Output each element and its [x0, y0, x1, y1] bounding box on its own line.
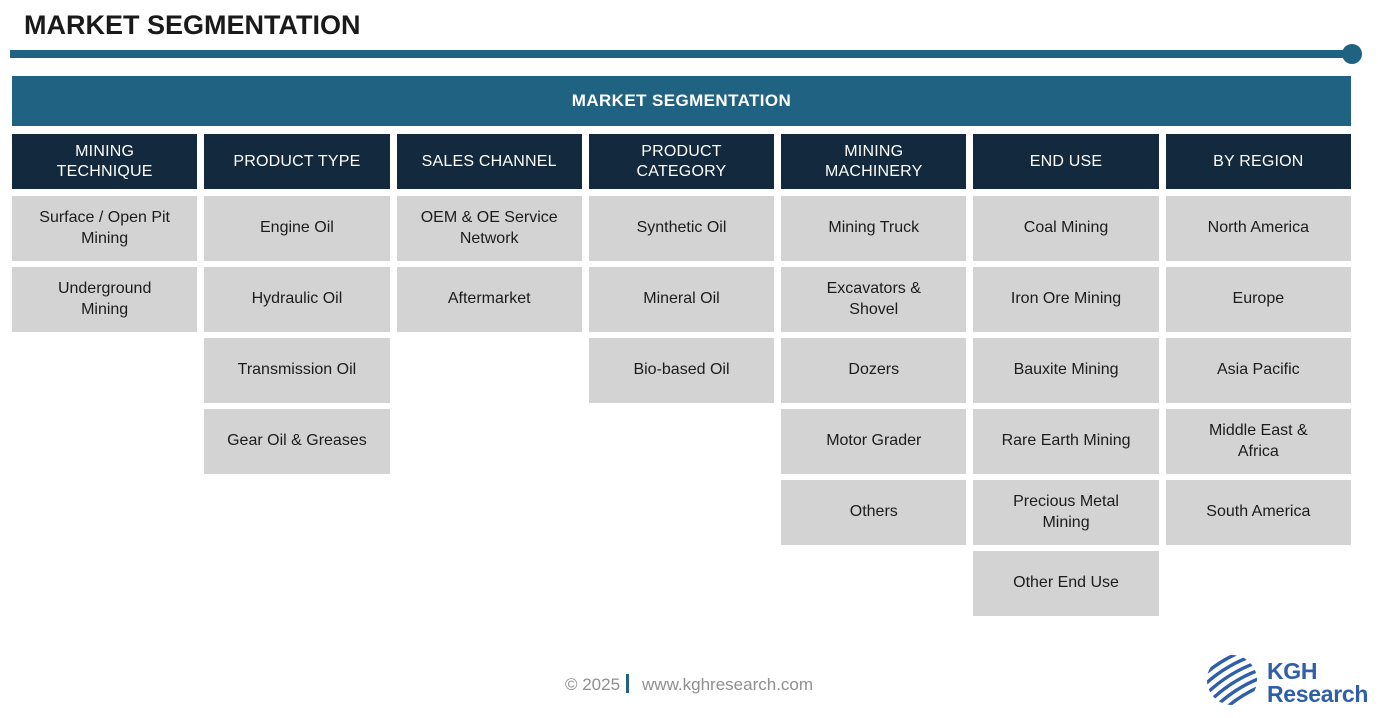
segment-cell: North America [1165, 196, 1351, 261]
footer-separator [626, 674, 630, 693]
copyright-text: © 2025 [564, 675, 621, 694]
underline-dot [1342, 44, 1362, 64]
segmentation-grid: MINING TECHNIQUE Surface / Open Pit Minin… [12, 134, 1351, 622]
segment-cell: Other End Use [973, 551, 1159, 616]
segment-cell: Mineral Oil [588, 267, 775, 332]
segment-cell: Surface / Open Pit Mining [12, 196, 198, 261]
segment-cell: Rare Earth Mining [973, 409, 1159, 474]
segment-column-header: MINING MACHINERY [781, 134, 967, 189]
globe-icon [1205, 653, 1259, 712]
title-underline [10, 44, 1362, 64]
segment-cell: Dozers [781, 338, 967, 403]
logo-wordmark: KGH Research [1267, 657, 1369, 707]
segment-column-header: PRODUCT TYPE [204, 134, 390, 189]
segment-cell: Mining Truck [781, 196, 967, 261]
segmentation-banner: MARKET SEGMENTATION [12, 76, 1351, 126]
segment-column: END USE Coal Mining Iron Ore Mining Bauxite… [973, 134, 1159, 622]
logo-line2: Research [1267, 680, 1369, 707]
kgh-research-logo: KGH Research [1205, 653, 1368, 712]
segment-cell: Underground Mining [12, 267, 198, 332]
segment-cell: Bio-based Oil [588, 338, 775, 403]
segment-cell: Gear Oil & Greases [204, 409, 390, 474]
segment-cell: Iron Ore Mining [973, 267, 1159, 332]
segment-column-header: BY REGION [1165, 134, 1351, 189]
segment-cell: Excavators & Shovel [781, 267, 967, 332]
segment-cell: Europe [1165, 267, 1351, 332]
segment-cell: Engine Oil [204, 196, 390, 261]
segment-cell: Middle East & Africa [1165, 409, 1351, 474]
segment-cell: Bauxite Mining [973, 338, 1159, 403]
segment-cell: Synthetic Oil [588, 196, 775, 261]
segment-column-header: PRODUCT CATEGORY [588, 134, 775, 189]
segment-cell: Motor Grader [781, 409, 967, 474]
segment-cell: South America [1165, 480, 1351, 545]
segment-column: BY REGION North America Europe Asia Pacific… [1165, 134, 1351, 622]
logo-line1: KGH [1267, 657, 1318, 684]
segment-column: PRODUCT CATEGORY Synthetic Oil Mineral Oil… [588, 134, 775, 622]
segment-cell: Others [781, 480, 967, 545]
segment-column: SALES CHANNEL OEM & OE Service Network Aft… [396, 134, 582, 622]
segment-cell: Asia Pacific [1165, 338, 1351, 403]
segment-cell: Precious Metal Mining [973, 480, 1159, 545]
segment-column: MINING MACHINERY Mining Truck Excavators &… [781, 134, 967, 622]
banner-label: MARKET SEGMENTATION [571, 91, 792, 110]
segment-column-header: END USE [973, 134, 1159, 189]
page-title: MARKET SEGMENTATION [24, 10, 361, 40]
segment-column: PRODUCT TYPE Engine Oil Hydraulic Oil Trans… [204, 134, 390, 622]
segment-column-header: SALES CHANNEL [396, 134, 582, 189]
segment-cell: Hydraulic Oil [204, 267, 390, 332]
page-footer: © 2025 www.kghresearch.com [0, 674, 1378, 695]
segment-cell: OEM & OE Service Network [396, 196, 582, 261]
website-link: www.kghresearch.com [642, 675, 814, 694]
segment-cell: Transmission Oil [204, 338, 390, 403]
segment-column-header: MINING TECHNIQUE [12, 134, 198, 189]
segment-cell: Coal Mining [973, 196, 1159, 261]
segment-column: MINING TECHNIQUE Surface / Open Pit Minin… [12, 134, 198, 622]
segment-cell: Aftermarket [396, 267, 582, 332]
